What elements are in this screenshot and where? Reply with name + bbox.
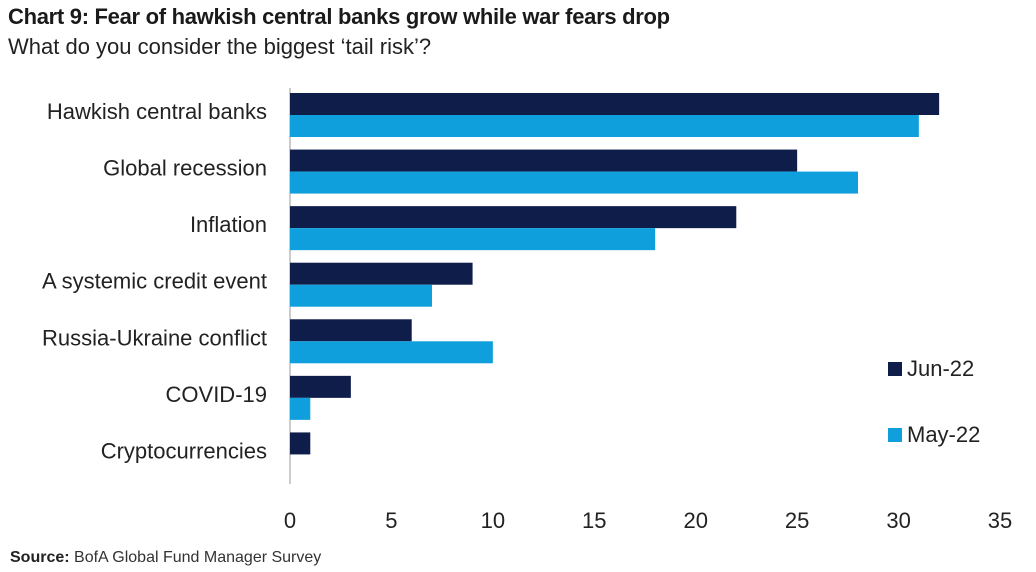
chart-subtitle: What do you consider the biggest ‘tail r… [8,34,432,59]
x-tick-label: 15 [582,508,606,533]
x-tick-label: 35 [988,508,1012,533]
bar-jun-22-0 [290,93,940,115]
bar-may-22-1 [290,171,858,194]
chart-title: Chart 9: Fear of hawkish central banks g… [8,4,670,29]
source-note: Source: BofA Global Fund Manager Survey [10,549,321,567]
category-label: Inflation [190,212,267,237]
bar-may-22-4 [290,341,493,364]
bar-may-22-0 [290,115,919,137]
bar-jun-22-4 [290,319,412,342]
category-label: A systemic credit event [42,269,267,294]
bar-jun-22-6 [290,432,311,455]
bar-may-22-5 [290,397,311,420]
x-tick-label: 5 [385,508,397,533]
bar-may-22-3 [290,284,432,307]
category-label: Cryptocurrencies [101,438,267,463]
x-tick-label: 10 [481,508,505,533]
legend-swatch-may-22 [888,428,902,442]
category-label: Hawkish central banks [47,99,267,124]
legend-swatch-jun-22 [888,362,902,376]
bar-jun-22-5 [290,375,351,398]
source-text: BofA Global Fund Manager Survey [74,549,322,566]
bar-may-22-2 [290,228,656,251]
x-tick-label: 0 [284,508,296,533]
x-tick-label: 30 [886,508,910,533]
x-tick-label: 25 [785,508,809,533]
category-label: COVID-19 [166,382,267,407]
category-label: Global recession [103,156,267,181]
legend-label-may-22: May-22 [907,422,980,447]
legend-label-jun-22: Jun-22 [907,356,974,381]
bar-jun-22-2 [290,206,737,229]
bar-jun-22-3 [290,262,473,285]
bar-jun-22-1 [290,149,798,172]
source-label: Source: [10,549,70,566]
category-label: Russia-Ukraine conflict [42,325,267,350]
x-tick-label: 20 [683,508,707,533]
